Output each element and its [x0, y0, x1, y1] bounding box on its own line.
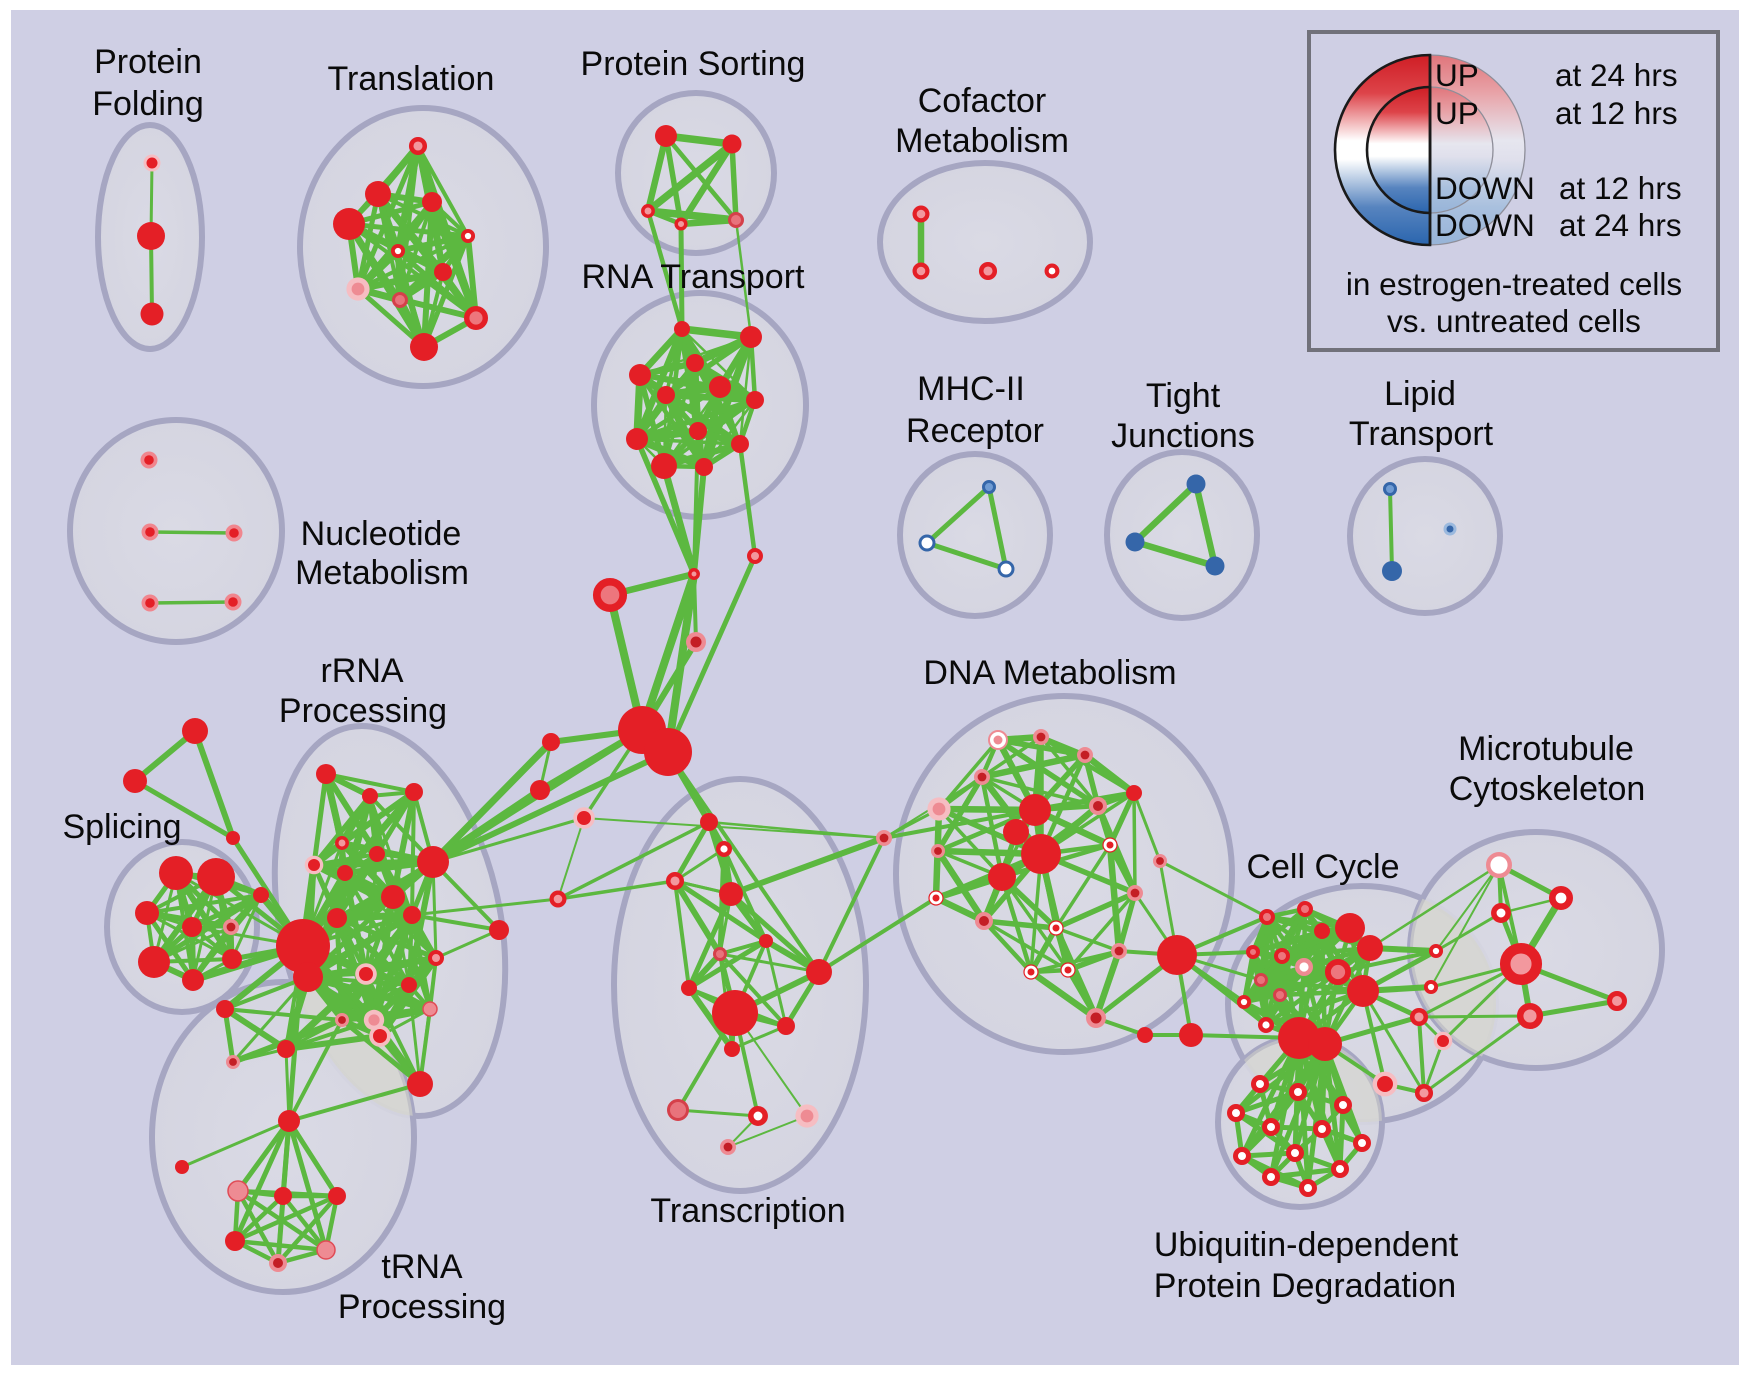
- svg-text:RNA Transport: RNA Transport: [582, 258, 806, 296]
- svg-text:Transport: Transport: [1349, 415, 1494, 453]
- svg-text:Nucleotide: Nucleotide: [301, 515, 462, 553]
- svg-text:Splicing: Splicing: [62, 808, 181, 846]
- svg-text:at 24 hrs: at 24 hrs: [1559, 207, 1682, 243]
- svg-text:DOWN: DOWN: [1435, 207, 1535, 243]
- svg-text:Microtubule: Microtubule: [1458, 730, 1634, 768]
- svg-text:in estrogen-treated cells: in estrogen-treated cells: [1346, 266, 1682, 302]
- svg-text:DOWN: DOWN: [1435, 170, 1535, 206]
- svg-text:Metabolism: Metabolism: [895, 122, 1069, 160]
- svg-text:Cofactor: Cofactor: [918, 82, 1047, 120]
- svg-text:rRNA: rRNA: [320, 652, 403, 690]
- svg-text:Protein: Protein: [94, 43, 202, 81]
- svg-text:at 12 hrs: at 12 hrs: [1559, 170, 1682, 206]
- svg-text:Protein Degradation: Protein Degradation: [1154, 1267, 1456, 1305]
- svg-text:at 12 hrs: at 12 hrs: [1555, 95, 1678, 131]
- svg-text:UP: UP: [1435, 95, 1479, 131]
- svg-text:at 24 hrs: at 24 hrs: [1555, 57, 1678, 93]
- svg-text:Tight: Tight: [1146, 377, 1221, 415]
- svg-text:Protein Sorting: Protein Sorting: [581, 45, 806, 83]
- svg-text:Folding: Folding: [92, 85, 204, 123]
- svg-text:Processing: Processing: [338, 1288, 506, 1326]
- svg-text:Lipid: Lipid: [1384, 375, 1456, 413]
- svg-text:Processing: Processing: [279, 692, 447, 730]
- svg-text:Receptor: Receptor: [906, 412, 1044, 450]
- svg-text:Ubiquitin-dependent: Ubiquitin-dependent: [1154, 1226, 1459, 1264]
- svg-text:Cell Cycle: Cell Cycle: [1246, 848, 1399, 886]
- svg-text:DNA Metabolism: DNA Metabolism: [923, 654, 1176, 692]
- svg-text:vs. untreated cells: vs. untreated cells: [1387, 303, 1641, 339]
- svg-text:UP: UP: [1435, 57, 1479, 93]
- svg-text:MHC-II: MHC-II: [917, 370, 1025, 408]
- svg-text:Metabolism: Metabolism: [295, 554, 469, 592]
- svg-text:Junctions: Junctions: [1111, 417, 1255, 455]
- svg-text:Translation: Translation: [328, 60, 495, 98]
- svg-text:tRNA: tRNA: [381, 1248, 463, 1286]
- svg-text:Transcription: Transcription: [650, 1192, 845, 1230]
- svg-text:Cytoskeleton: Cytoskeleton: [1449, 770, 1646, 808]
